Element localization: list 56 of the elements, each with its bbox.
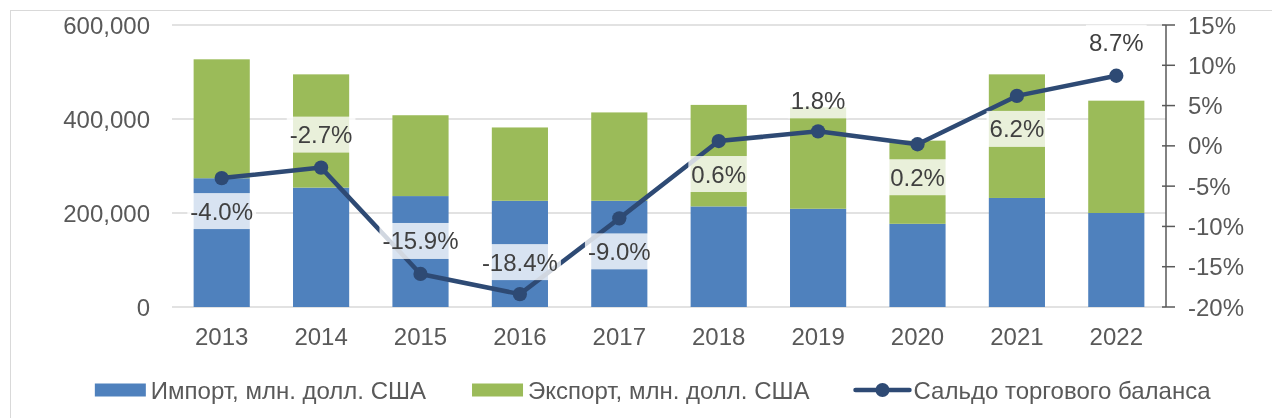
data-label: -4.0% — [190, 197, 254, 225]
point — [413, 266, 428, 282]
point — [1009, 88, 1025, 104]
data-label: -2.7% — [289, 121, 353, 149]
y2-tick-label: 0% — [1188, 132, 1223, 160]
bar — [1088, 213, 1145, 307]
data-label: -9.0% — [587, 237, 651, 265]
x-tick-label: 2013 — [195, 322, 249, 350]
y2-tick-label: 5% — [1188, 92, 1223, 120]
bar — [491, 127, 548, 201]
point — [313, 160, 329, 175]
point — [1109, 68, 1124, 83]
legend-label: Импорт, млн. долл. США — [150, 376, 427, 404]
bar — [591, 112, 648, 201]
y-tick-label: 600,000 — [63, 11, 150, 39]
point — [612, 211, 627, 226]
bar — [790, 208, 847, 307]
x-tick-label: 2016 — [493, 322, 547, 350]
data-label: 8.7% — [1088, 29, 1144, 57]
bar — [988, 197, 1045, 307]
bar — [889, 223, 946, 307]
x-tick-label: 2020 — [890, 322, 945, 350]
x-tick-label: 2021 — [990, 322, 1044, 350]
bar — [392, 115, 449, 197]
x-tick-label: 2018 — [692, 322, 746, 350]
y2-tick-label: -10% — [1188, 212, 1245, 240]
y-tick-label: 200,000 — [63, 199, 150, 227]
y2-tick-label: 15% — [1188, 11, 1237, 39]
point — [711, 133, 726, 149]
y2-tick-label: -5% — [1188, 172, 1231, 200]
bar — [690, 206, 747, 307]
x-tick-label: 2014 — [294, 322, 348, 350]
x-tick-label: 2022 — [1089, 322, 1143, 350]
data-label: -18.4% — [481, 248, 558, 276]
bar — [1088, 100, 1145, 213]
point — [910, 137, 925, 152]
x-tick-label: 2019 — [791, 322, 845, 350]
point — [214, 170, 229, 186]
y2-tick-label: -15% — [1188, 253, 1245, 281]
bar — [293, 187, 350, 307]
data-label: -15.9% — [382, 227, 459, 255]
bar — [193, 59, 250, 179]
data-label: 0.6% — [691, 160, 747, 188]
y-tick-label: 400,000 — [63, 105, 150, 133]
point — [810, 124, 826, 139]
legend-label: Сальдо торгового баланса — [913, 376, 1212, 404]
x-tick-label: 2015 — [393, 322, 448, 350]
y2-tick-label: -20% — [1188, 293, 1245, 321]
legend-label: Экспорт, млн. долл. США — [528, 376, 810, 404]
data-label: 6.2% — [989, 115, 1045, 143]
y-tick-label: 0 — [136, 293, 150, 321]
y2-tick-label: 10% — [1188, 51, 1237, 79]
point — [512, 286, 528, 302]
x-tick-label: 2017 — [592, 322, 646, 350]
data-label: 0.2% — [890, 163, 945, 191]
data-label: 1.8% — [790, 86, 846, 114]
